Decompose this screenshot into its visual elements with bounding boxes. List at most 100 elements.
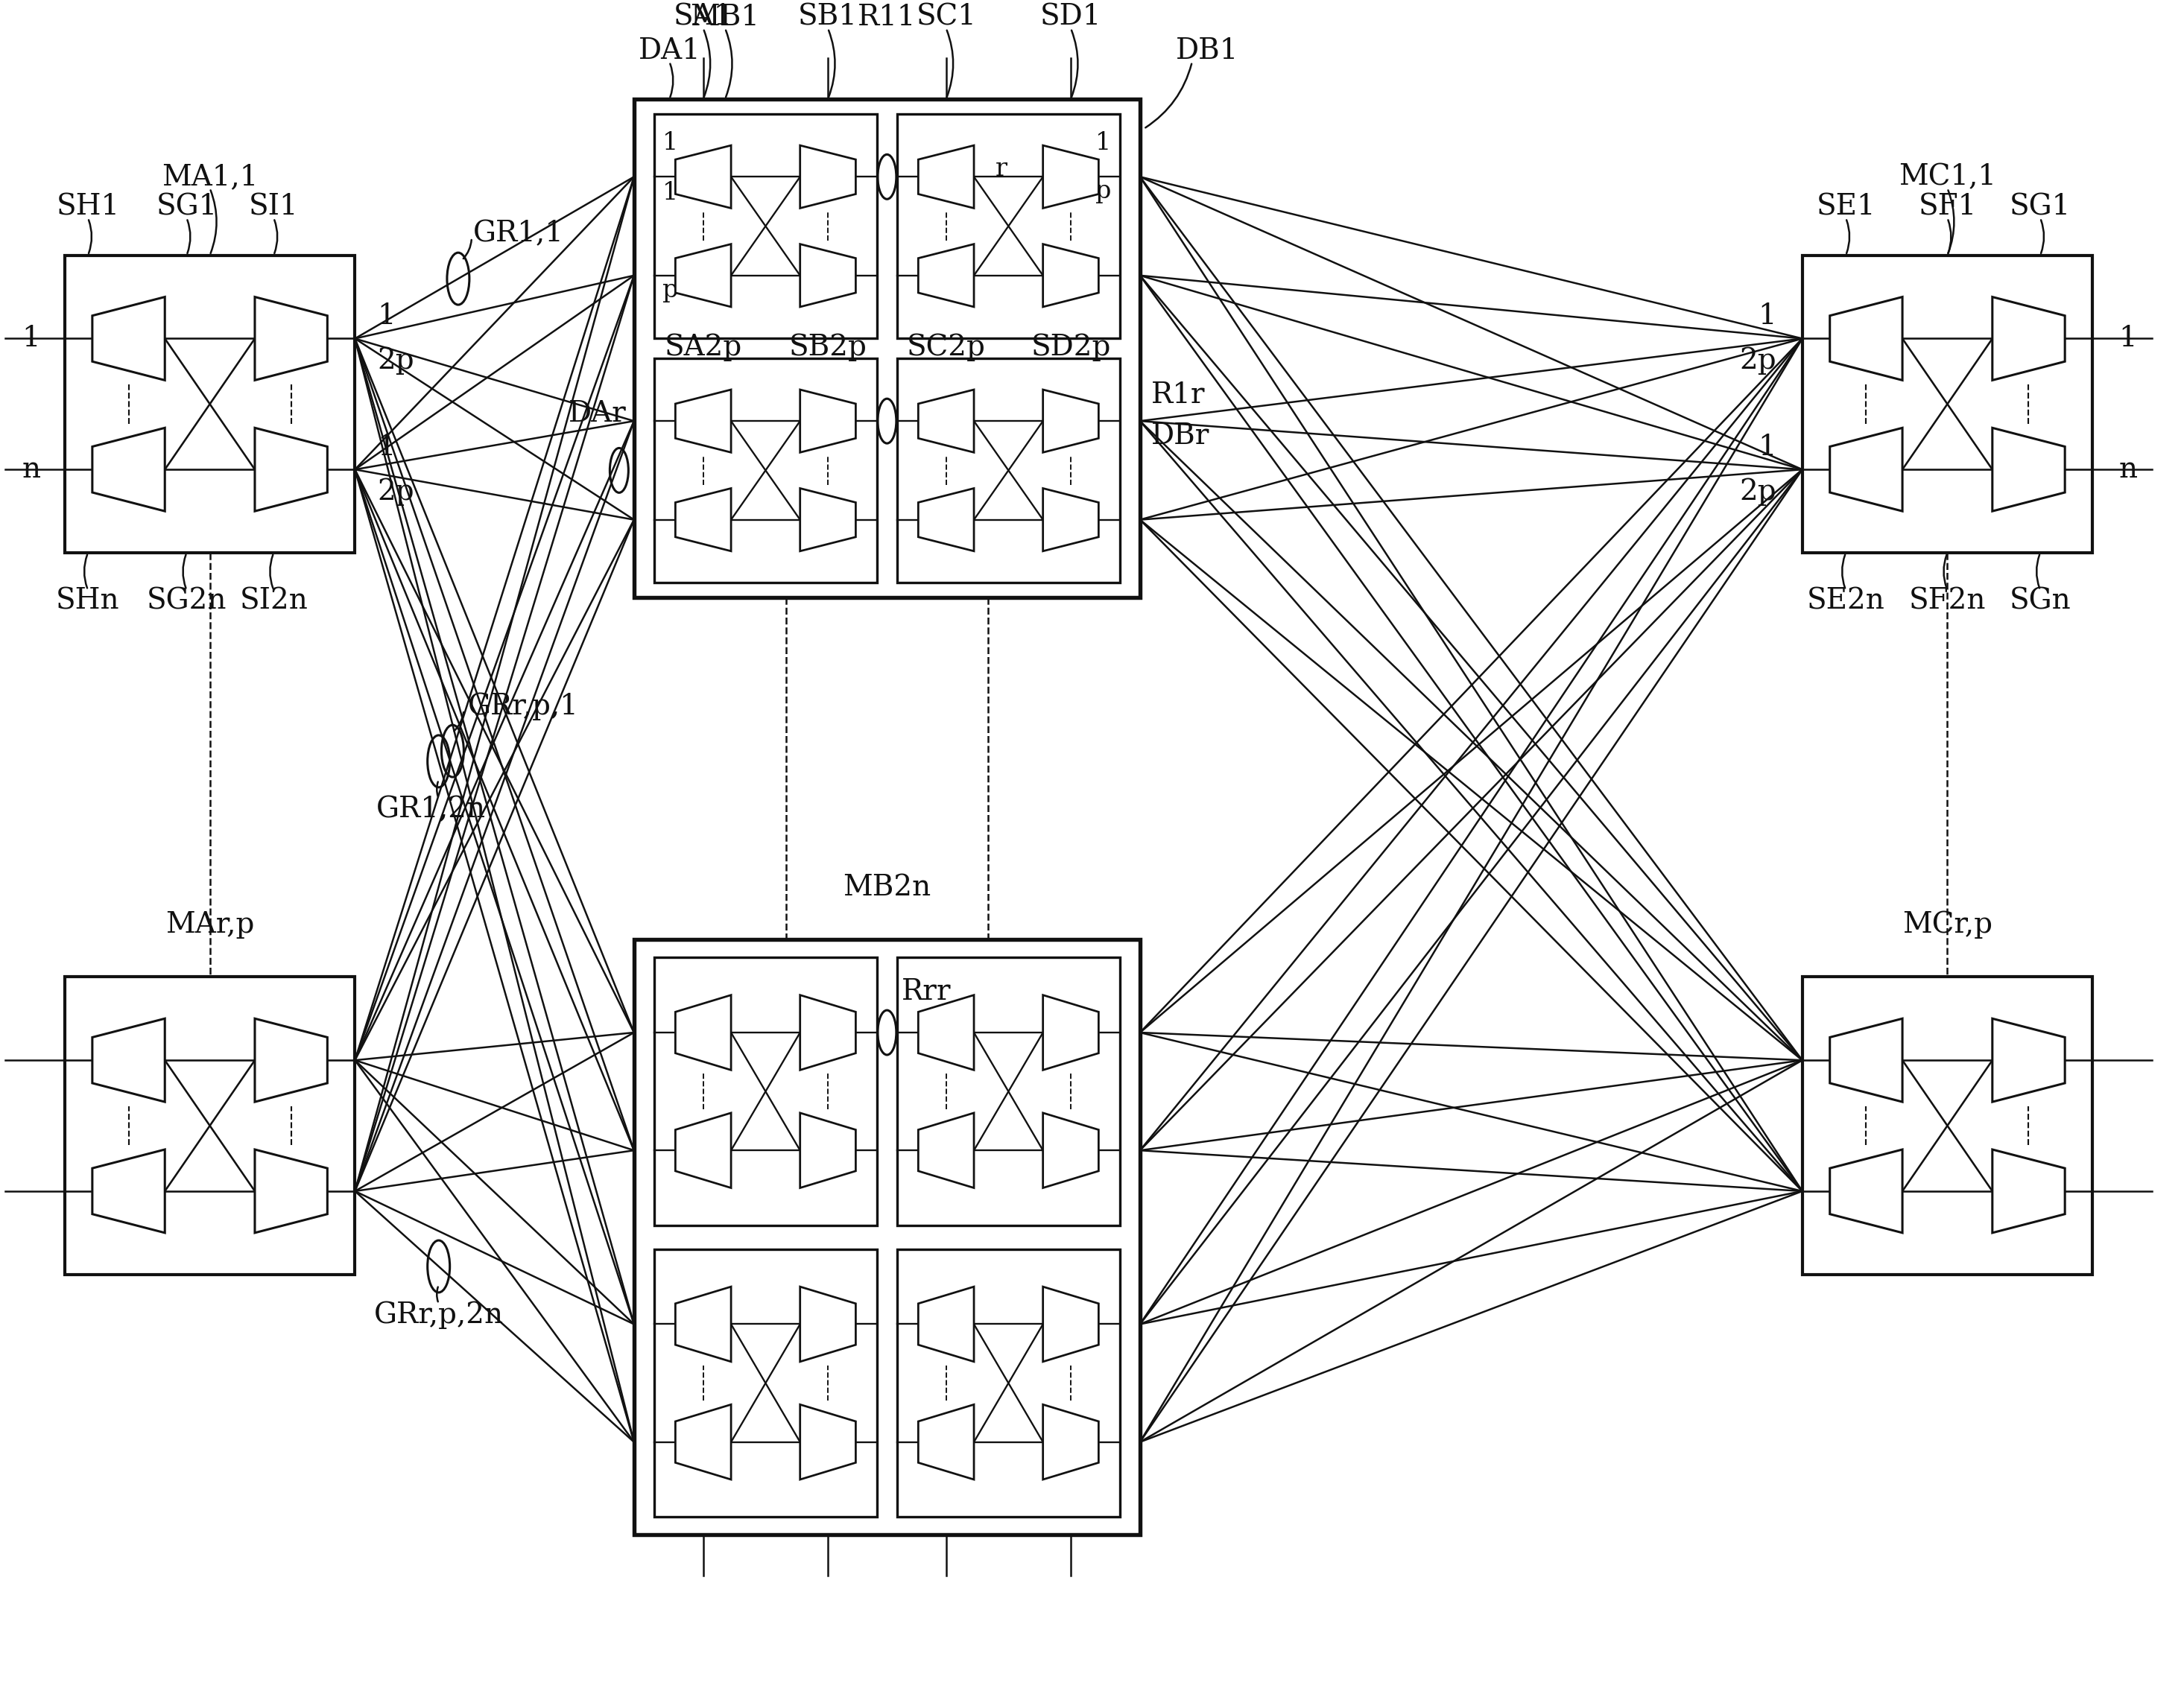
Text: SE2n: SE2n	[1806, 588, 1885, 615]
Bar	[66, 255, 356, 553]
Bar	[1802, 978, 2092, 1274]
Text: MC1,1: MC1,1	[1898, 163, 1996, 191]
Polygon shape	[1830, 1018, 1902, 1102]
Polygon shape	[1044, 390, 1099, 453]
Text: SHn: SHn	[57, 588, 120, 615]
Polygon shape	[1044, 1405, 1099, 1480]
Text: Rrr: Rrr	[902, 978, 952, 1005]
Bar	[66, 978, 356, 1274]
Polygon shape	[917, 489, 974, 552]
Bar	[1802, 255, 2092, 553]
Text: 1: 1	[378, 434, 395, 462]
Text: SG2n: SG2n	[146, 588, 227, 615]
Bar	[898, 957, 1120, 1226]
Text: DB1: DB1	[1175, 37, 1238, 65]
Bar	[633, 940, 1140, 1534]
Text: p: p	[1096, 181, 1112, 204]
Bar	[898, 114, 1120, 339]
Polygon shape	[799, 145, 856, 208]
Polygon shape	[1992, 1018, 2064, 1102]
Polygon shape	[675, 244, 732, 307]
Polygon shape	[1992, 1150, 2064, 1233]
Text: MCr,p: MCr,p	[1902, 911, 1992, 938]
Text: DBr: DBr	[1151, 422, 1210, 450]
Polygon shape	[92, 1150, 164, 1233]
Text: DAr: DAr	[568, 400, 627, 427]
Text: SH1: SH1	[57, 192, 120, 221]
Polygon shape	[675, 1405, 732, 1480]
Text: SB1: SB1	[797, 3, 858, 31]
Text: 2p: 2p	[378, 347, 415, 375]
Text: SI2n: SI2n	[240, 588, 308, 615]
Text: SI1: SI1	[249, 192, 299, 221]
Polygon shape	[799, 390, 856, 453]
Text: 1: 1	[22, 325, 41, 353]
Text: 2p: 2p	[1738, 479, 1776, 506]
Text: SG1: SG1	[2009, 192, 2070, 221]
Text: R11: R11	[858, 3, 917, 31]
Polygon shape	[917, 1287, 974, 1362]
Polygon shape	[799, 489, 856, 552]
Text: 1: 1	[2118, 325, 2136, 353]
Text: SB2p: SB2p	[788, 334, 867, 361]
Polygon shape	[92, 1018, 164, 1102]
Text: SC2p: SC2p	[906, 334, 985, 361]
Text: 1: 1	[1758, 303, 1776, 330]
Polygon shape	[675, 390, 732, 453]
Text: 2p: 2p	[378, 479, 415, 506]
Text: SF1: SF1	[1918, 192, 1977, 221]
Text: GR1,1: GR1,1	[474, 220, 563, 249]
Polygon shape	[799, 995, 856, 1069]
Polygon shape	[1830, 427, 1902, 511]
Polygon shape	[1044, 995, 1099, 1069]
Polygon shape	[675, 145, 732, 208]
Text: SG1: SG1	[155, 192, 216, 221]
Bar	[655, 114, 876, 339]
Polygon shape	[917, 1405, 974, 1480]
Text: SC1: SC1	[915, 3, 976, 31]
Text: n: n	[22, 456, 41, 484]
Polygon shape	[917, 145, 974, 208]
Bar	[898, 358, 1120, 582]
Text: SF2n: SF2n	[1909, 588, 1985, 615]
Text: SE1: SE1	[1817, 192, 1876, 221]
Polygon shape	[799, 1405, 856, 1480]
Polygon shape	[675, 995, 732, 1069]
Text: SGn: SGn	[2009, 588, 2070, 615]
Polygon shape	[917, 390, 974, 453]
Text: SD1: SD1	[1040, 3, 1101, 31]
Polygon shape	[92, 427, 164, 511]
Text: R1r: R1r	[1151, 381, 1206, 409]
Polygon shape	[1044, 489, 1099, 552]
Text: 1: 1	[662, 181, 679, 204]
Bar	[655, 957, 876, 1226]
Polygon shape	[1044, 1112, 1099, 1189]
Text: MB1: MB1	[690, 3, 760, 31]
Polygon shape	[799, 244, 856, 307]
Bar	[898, 1250, 1120, 1517]
Polygon shape	[1830, 296, 1902, 380]
Text: 1: 1	[1758, 434, 1776, 462]
Text: MB2n: MB2n	[843, 874, 930, 901]
Polygon shape	[1992, 296, 2064, 380]
Polygon shape	[256, 296, 328, 380]
Polygon shape	[1044, 1287, 1099, 1362]
Polygon shape	[1830, 1150, 1902, 1233]
Polygon shape	[917, 244, 974, 307]
Polygon shape	[675, 1287, 732, 1362]
Bar	[633, 99, 1140, 598]
Text: 1: 1	[662, 131, 679, 155]
Text: GR1,2n: GR1,2n	[376, 795, 487, 824]
Text: r: r	[996, 157, 1007, 181]
Text: 1: 1	[1096, 131, 1112, 155]
Text: SD2p: SD2p	[1031, 334, 1112, 361]
Polygon shape	[799, 1287, 856, 1362]
Polygon shape	[675, 489, 732, 552]
Polygon shape	[256, 427, 328, 511]
Text: SA1: SA1	[673, 3, 734, 31]
Polygon shape	[917, 1112, 974, 1189]
Polygon shape	[799, 1112, 856, 1189]
Polygon shape	[92, 296, 164, 380]
Text: MA1,1: MA1,1	[162, 163, 258, 191]
Text: MAr,p: MAr,p	[166, 911, 253, 938]
